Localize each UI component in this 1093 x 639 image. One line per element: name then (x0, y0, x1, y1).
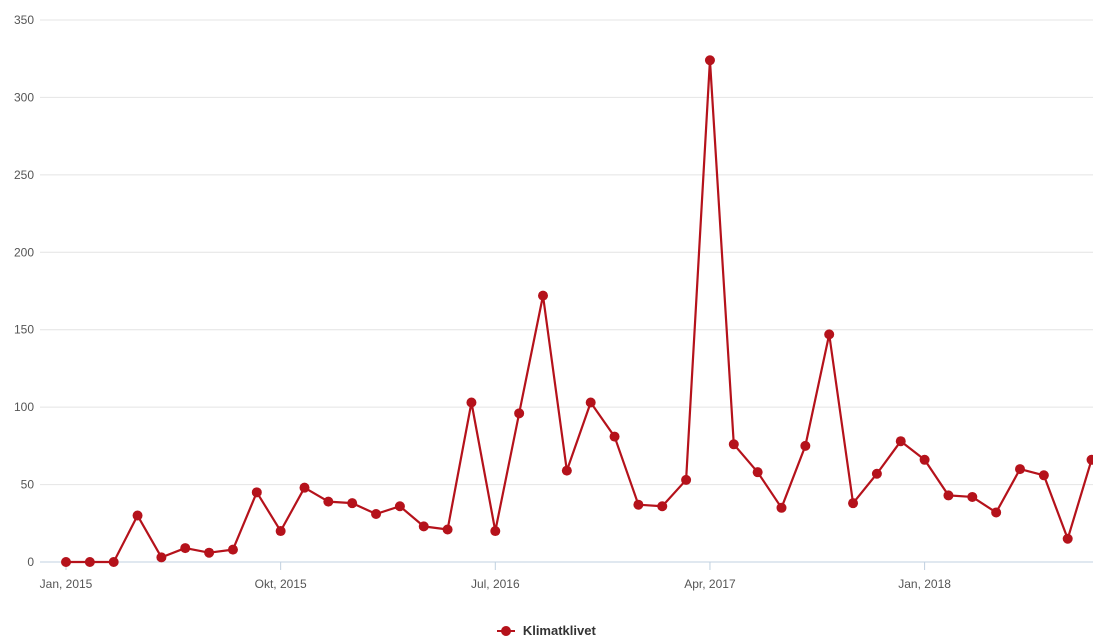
data-point[interactable] (251, 487, 262, 498)
data-point[interactable] (490, 526, 501, 537)
y-tick-label: 50 (21, 478, 35, 492)
data-point[interactable] (466, 397, 477, 408)
y-tick-label: 0 (27, 555, 34, 569)
x-tick-label: Jan, 2018 (898, 577, 951, 591)
data-point[interactable] (800, 440, 811, 451)
data-point[interactable] (585, 397, 596, 408)
data-point[interactable] (1015, 464, 1025, 475)
data-point[interactable] (442, 524, 453, 535)
y-tick-label: 100 (14, 400, 34, 414)
x-tick-label: Jan, 2015 (40, 577, 93, 591)
data-point[interactable] (227, 544, 238, 555)
data-point[interactable] (871, 468, 882, 479)
data-point[interactable] (347, 498, 358, 509)
data-point[interactable] (371, 508, 382, 519)
data-point[interactable] (633, 499, 644, 510)
legend[interactable]: Klimatklivet (0, 622, 1093, 638)
data-point[interactable] (728, 439, 739, 450)
data-point[interactable] (704, 55, 715, 66)
data-point[interactable] (323, 496, 334, 507)
y-axis-ticks: 0 50 100 150 200 250 300 350 (14, 13, 34, 569)
data-point[interactable] (275, 526, 286, 537)
x-axis: Jan, 2015 Okt, 2015 Jul, 2016 Apr, 2017 Jan,… (40, 561, 1093, 591)
data-point[interactable] (1038, 470, 1049, 481)
data-point[interactable] (895, 436, 906, 447)
gridlines (40, 19, 1093, 486)
series-line (66, 59, 1093, 564)
data-point[interactable] (180, 543, 191, 554)
y-tick-label: 250 (14, 168, 34, 182)
data-point[interactable] (108, 557, 119, 567)
y-tick-label: 300 (14, 90, 34, 104)
data-point[interactable] (538, 290, 548, 301)
data-point[interactable] (1062, 533, 1073, 544)
data-point[interactable] (204, 547, 215, 558)
data-point[interactable] (394, 501, 405, 512)
y-tick-label: 150 (14, 323, 34, 337)
x-tick-label: Jul, 2016 (471, 577, 520, 591)
data-point[interactable] (752, 467, 763, 478)
data-point[interactable] (561, 465, 572, 476)
data-point[interactable] (132, 510, 143, 521)
data-point[interactable] (84, 557, 95, 567)
data-point[interactable] (61, 557, 71, 567)
line-chart: 0 50 100 150 200 250 300 350 Jan, 2015 Okt, 2015… (14, 13, 1093, 591)
data-point[interactable] (681, 474, 692, 485)
series-klimatklivet[interactable] (61, 55, 1093, 567)
data-point[interactable] (991, 507, 1002, 518)
data-point[interactable] (776, 502, 787, 513)
data-point[interactable] (1086, 454, 1093, 465)
x-tick-label: Apr, 2017 (684, 577, 736, 591)
data-point[interactable] (848, 498, 859, 509)
data-point[interactable] (418, 521, 429, 532)
y-tick-label: 350 (14, 13, 34, 27)
y-tick-label: 200 (14, 245, 34, 259)
legend-label: Klimatklivet (522, 623, 596, 639)
data-point[interactable] (824, 329, 835, 340)
data-point[interactable] (919, 454, 930, 465)
data-point[interactable] (514, 408, 525, 419)
data-point[interactable] (943, 490, 954, 501)
data-point[interactable] (967, 491, 978, 502)
data-point[interactable] (156, 552, 167, 563)
x-tick-label: Okt, 2015 (255, 577, 307, 591)
legend-marker-icon (497, 625, 516, 636)
data-point[interactable] (299, 482, 310, 493)
data-point[interactable] (609, 431, 620, 442)
data-point[interactable] (657, 501, 668, 512)
